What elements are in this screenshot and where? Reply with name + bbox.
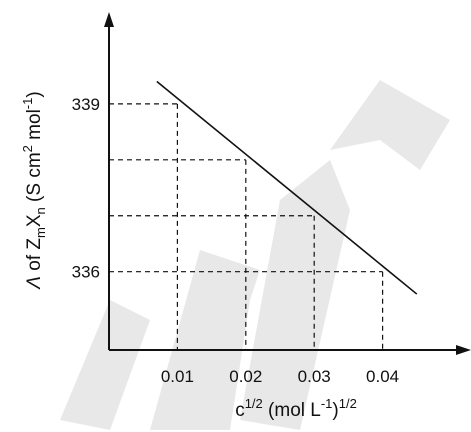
x-axis-label: c1/2​ (mol L-1​)1/2​ xyxy=(235,396,357,421)
x-tick-label-2: 0.02 xyxy=(229,367,262,386)
x-tick-label-4: 0.04 xyxy=(366,367,399,386)
series-line xyxy=(156,80,418,295)
y-axis-label: Λ of Zm​Xn​ (S cm2​ mol-1​) xyxy=(20,91,48,289)
x-tick-label-3: 0.03 xyxy=(298,367,331,386)
x-axis-arrow xyxy=(456,345,471,355)
y-axis-arrow xyxy=(104,12,114,27)
y-tick-labels: 339 336 xyxy=(72,95,100,282)
x-tick-labels: 0.01 0.02 0.03 0.04 xyxy=(161,367,399,386)
y-tick-label-2: 336 xyxy=(72,263,100,282)
y-tick-label-1: 339 xyxy=(72,95,100,114)
reference-lines xyxy=(109,103,384,350)
x-tick-label-1: 0.01 xyxy=(161,367,194,386)
watermark xyxy=(60,80,450,430)
